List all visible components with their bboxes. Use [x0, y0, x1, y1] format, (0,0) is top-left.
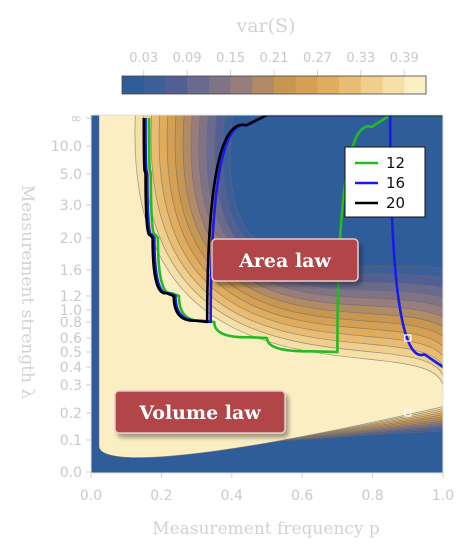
volume-law-label-box	[114, 390, 286, 434]
colorbar-cell	[165, 76, 188, 94]
series-line-12	[147, 115, 443, 354]
y-tick-label: 3.0	[60, 198, 82, 214]
x-axis-title: Measurement frequency p	[152, 519, 380, 539]
x-tick-label: 0.8	[361, 488, 383, 504]
y-axis-title: Measurement strength λ	[17, 185, 37, 400]
colorbar-cell	[122, 76, 145, 94]
y-axis-ticks: 0.0 0.1 0.2 0.3 0.40.50.60.81.01.2 1.6 2.0 3.0 5…	[51, 111, 91, 481]
x-tick-label: 0.6	[291, 488, 313, 504]
volume-law-label: Volume law	[138, 402, 261, 424]
colorbar-cell	[230, 76, 253, 94]
y-tick-label: 0.4	[60, 360, 82, 376]
colorbar-tick-label: 0.15	[216, 51, 245, 66]
point-marker	[404, 334, 412, 342]
point-marker	[404, 409, 412, 417]
y-tick-label: 1.2	[60, 289, 82, 305]
colorbar-cell	[274, 76, 297, 94]
colorbar-cell	[404, 76, 427, 94]
point-markers	[404, 334, 412, 417]
colorbar-tick-label: 0.27	[303, 51, 332, 66]
x-tick-label: 0.2	[150, 488, 172, 504]
series-line-20	[142, 115, 443, 324]
area-law-label-box	[211, 238, 359, 282]
colorbar-cell	[252, 76, 275, 94]
colorbar-tick-label: 0.03	[129, 51, 158, 66]
y-tick-label: 10.0	[51, 139, 82, 155]
contour-band	[98, 115, 443, 458]
colorbar	[121, 75, 427, 95]
y-tick-label: 1.0	[60, 303, 82, 319]
colorbar-cell	[143, 76, 166, 94]
colorbar-frame	[121, 75, 427, 95]
area-law-label: Area law	[238, 250, 331, 272]
legend-label-16: 16	[386, 174, 405, 192]
y-tick-label: 0.2	[60, 406, 82, 422]
legend-label-20: 20	[386, 194, 405, 212]
y-tick-label: 1.6	[60, 263, 82, 279]
colorbar-cell	[360, 76, 383, 94]
colorbar-tick-label: 0.39	[390, 51, 419, 66]
x-tick-label: 0.0	[80, 488, 102, 504]
colorbar-cell	[382, 76, 405, 94]
colorbar-cell	[317, 76, 340, 94]
y-tick-label: 0.8	[60, 315, 82, 331]
y-tick-label: ∞	[70, 111, 82, 127]
y-tick-label: 0.1	[60, 433, 82, 449]
y-tick-label: 5.0	[60, 167, 82, 183]
legend-label-12: 12	[386, 154, 405, 172]
colorbar-tick-label: 0.09	[173, 51, 202, 66]
colorbar-tick-label: 0.33	[346, 51, 375, 66]
legend: 12 16 20	[344, 146, 426, 218]
y-tick-label: 0.6	[60, 331, 82, 347]
plot-frame	[90, 114, 444, 474]
x-tick-label: 0.4	[221, 488, 243, 504]
colorbar-cell	[208, 76, 231, 94]
colorbar-cell	[187, 76, 210, 94]
y-tick-label: 2.0	[60, 231, 82, 247]
y-tick-label: 0.5	[60, 345, 82, 361]
colorbar-tick-label: 0.21	[260, 51, 289, 66]
x-axis-ticks: 0.0 0.2 0.4 0.6 0.8 1.0	[80, 473, 454, 504]
colorbar-tick-labels: 0.03 0.09 0.15 0.21 0.27 0.33 0.39	[129, 51, 419, 76]
colorbar-cell	[295, 76, 318, 94]
x-tick-label: 1.0	[432, 488, 454, 504]
y-tick-label: 0.0	[60, 465, 82, 481]
y-tick-label: 0.3	[60, 378, 82, 394]
colorbar-title: var(S)	[236, 15, 296, 37]
colorbar-cell	[339, 76, 362, 94]
